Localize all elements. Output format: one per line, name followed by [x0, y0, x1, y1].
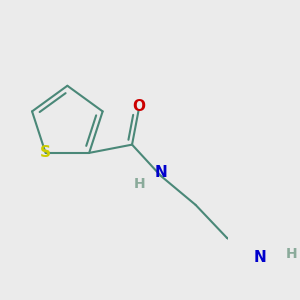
- Text: N: N: [254, 250, 266, 265]
- Text: N: N: [154, 165, 167, 180]
- Text: H: H: [285, 247, 297, 261]
- Text: S: S: [40, 146, 51, 160]
- Text: O: O: [132, 99, 145, 114]
- Text: H: H: [134, 177, 145, 191]
